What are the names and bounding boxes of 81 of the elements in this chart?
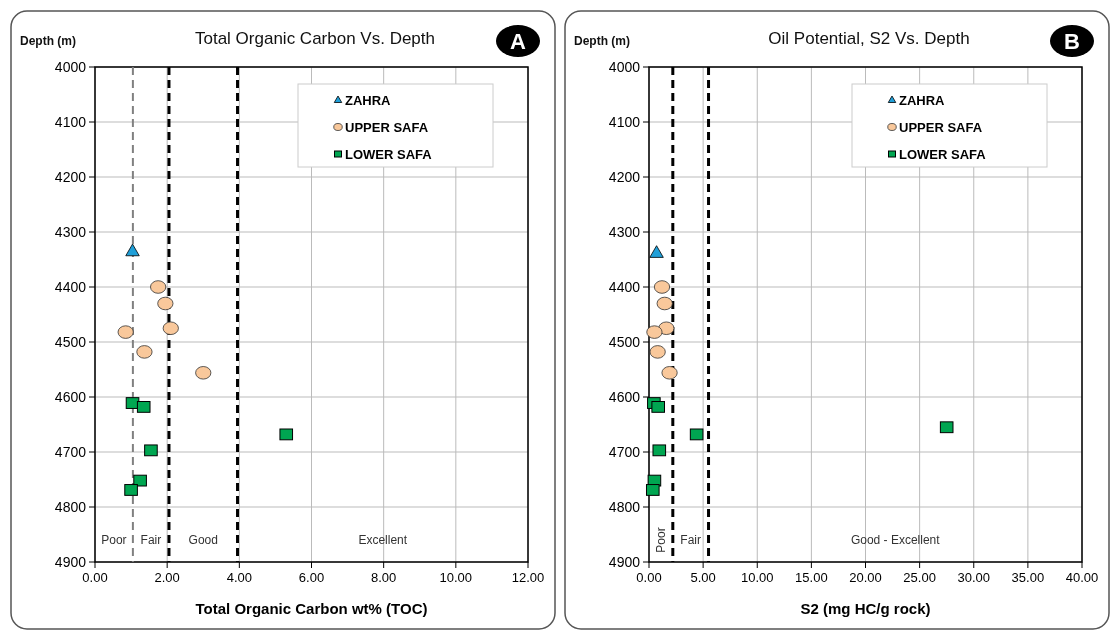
point xyxy=(195,366,212,380)
point xyxy=(136,345,153,359)
y-tick-label: 4300 xyxy=(54,224,87,240)
chart-title: Oil Potential, S2 Vs. Depth xyxy=(768,29,970,48)
point xyxy=(133,474,147,487)
y-tick-label: 4100 xyxy=(608,114,641,130)
y-tick-label: 4200 xyxy=(608,169,641,185)
point xyxy=(136,401,151,413)
y-axis-title: Depth (m) xyxy=(574,34,630,48)
y-tick-label: 4000 xyxy=(608,59,641,75)
y-tick-label: 4500 xyxy=(608,334,641,350)
point xyxy=(162,321,179,335)
y-tick-label: 4800 xyxy=(608,499,641,515)
legend-label: LOWER SAFA xyxy=(899,147,987,162)
point xyxy=(124,484,138,496)
x-axis-title: Total Organic Carbon wt% (TOC) xyxy=(195,600,428,617)
point xyxy=(653,280,671,294)
annotation: Good - Excellent xyxy=(850,533,941,547)
y-tick-label: 4600 xyxy=(608,389,641,405)
annotation: Fair xyxy=(140,533,162,547)
y-tick-label: 4000 xyxy=(54,59,87,75)
y-tick-label: 4900 xyxy=(54,554,87,570)
point xyxy=(661,366,678,380)
y-tick-label: 4800 xyxy=(54,499,87,515)
y-tick-label: 4900 xyxy=(608,554,641,570)
annotation: Poor xyxy=(101,533,127,547)
point xyxy=(649,245,664,258)
x-tick-label: 30.00 xyxy=(957,570,991,585)
legend-label: UPPER SAFA xyxy=(899,120,983,135)
y-tick-label: 4700 xyxy=(54,444,87,460)
annotation: Good xyxy=(188,533,218,547)
annotation: Excellent xyxy=(358,533,408,547)
x-tick-label: 12.00 xyxy=(511,570,545,585)
point xyxy=(157,296,174,311)
x-tick-label: 10.00 xyxy=(439,570,473,585)
point xyxy=(658,321,675,335)
y-tick-label: 4300 xyxy=(608,224,641,240)
annotation: Poor xyxy=(653,527,668,553)
y-tick-label: 4500 xyxy=(54,334,87,350)
point xyxy=(150,280,167,294)
x-axis-title: S2 (mg HC/g rock) xyxy=(800,600,931,617)
y-tick-label: 4700 xyxy=(608,444,641,460)
x-tick-label: 8.00 xyxy=(371,570,397,585)
x-tick-label: 15.00 xyxy=(795,570,828,585)
point xyxy=(651,401,665,413)
point xyxy=(656,296,673,311)
point xyxy=(649,345,666,359)
point xyxy=(689,428,704,441)
y-tick-label: 4200 xyxy=(54,169,87,185)
legend-label: LOWER SAFA xyxy=(345,147,433,162)
text: A xyxy=(510,29,527,54)
x-tick-label: 4.00 xyxy=(226,570,252,585)
point xyxy=(117,325,134,339)
x-tick-label: 25.00 xyxy=(903,570,936,585)
point xyxy=(645,484,660,496)
legend-label: ZAHRA xyxy=(899,93,946,108)
x-tick-label: 2.00 xyxy=(154,570,180,585)
point xyxy=(939,421,954,434)
point xyxy=(652,444,667,457)
point xyxy=(646,325,663,339)
x-tick-label: 0.00 xyxy=(82,570,108,585)
text: B xyxy=(1064,29,1080,54)
x-tick-label: 10.00 xyxy=(740,570,774,585)
chart-title: Total Organic Carbon Vs. Depth xyxy=(194,29,436,48)
legend-label: UPPER SAFA xyxy=(345,120,429,135)
point xyxy=(125,243,140,257)
y-axis-title: Depth (m) xyxy=(20,34,76,48)
x-tick-label: 20.00 xyxy=(849,570,882,585)
x-tick-label: 35.00 xyxy=(1011,570,1045,585)
x-tick-label: 5.00 xyxy=(690,570,716,585)
y-tick-label: 4400 xyxy=(54,279,87,295)
x-tick-label: 0.00 xyxy=(636,570,662,585)
legend-label: ZAHRA xyxy=(345,93,392,108)
point xyxy=(279,428,294,441)
point xyxy=(144,444,158,457)
x-tick-label: 6.00 xyxy=(298,570,325,585)
y-tick-label: 4600 xyxy=(54,389,87,405)
y-tick-label: 4100 xyxy=(54,114,87,130)
annotation: Fair xyxy=(680,533,702,547)
x-tick-label: 40.00 xyxy=(1065,570,1099,585)
y-tick-label: 4400 xyxy=(608,279,641,295)
